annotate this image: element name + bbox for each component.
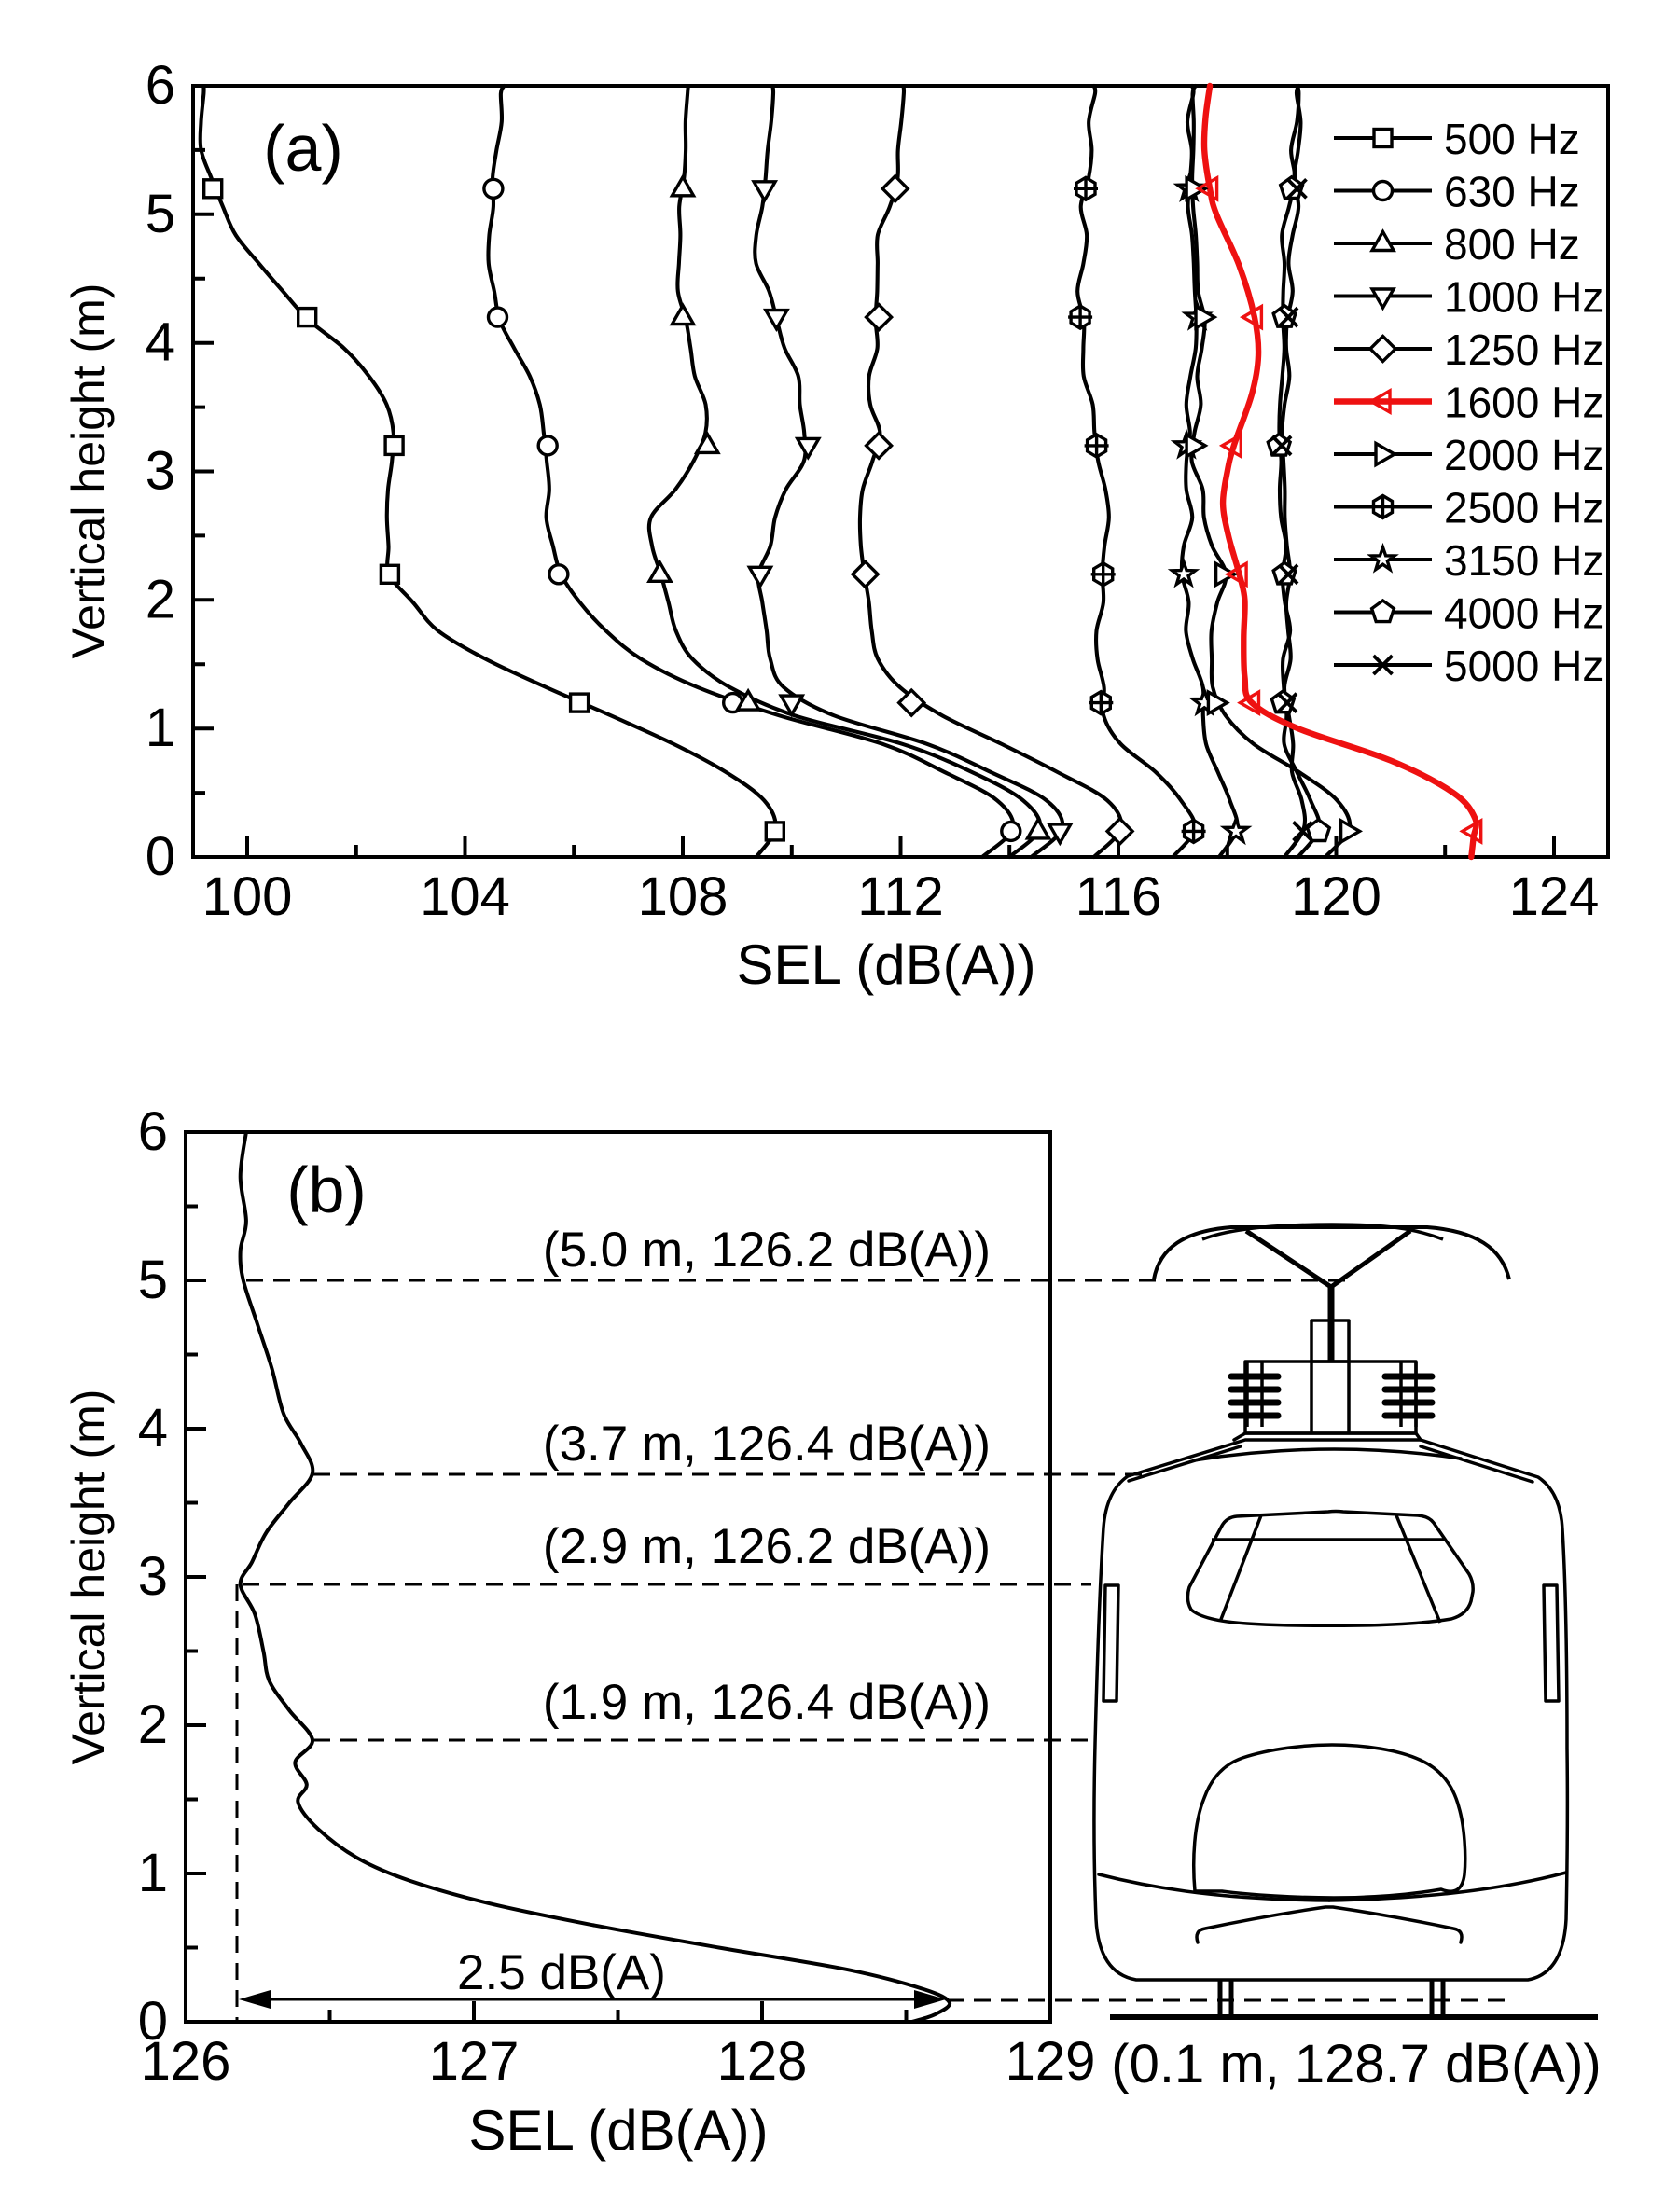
svg-text:2.5 dB(A): 2.5 dB(A) — [457, 1945, 666, 2000]
svg-text:2: 2 — [138, 1694, 168, 1755]
svg-text:120: 120 — [1291, 866, 1381, 927]
svg-text:129: 129 — [1006, 2031, 1096, 2092]
svg-text:5000 Hz: 5000 Hz — [1444, 642, 1603, 690]
svg-text:1250 Hz: 1250 Hz — [1444, 325, 1603, 374]
svg-text:(a): (a) — [263, 112, 343, 185]
svg-text:Vertical height (m): Vertical height (m) — [62, 1389, 115, 1765]
svg-text:1000 Hz: 1000 Hz — [1444, 273, 1603, 322]
svg-text:0: 0 — [146, 826, 175, 887]
svg-text:(1.9 m, 126.4 dB(A)): (1.9 m, 126.4 dB(A)) — [543, 1675, 991, 1730]
svg-text:1600 Hz: 1600 Hz — [1444, 379, 1603, 427]
svg-text:6: 6 — [146, 55, 175, 116]
svg-text:4000 Hz: 4000 Hz — [1444, 589, 1603, 638]
svg-text:Vertical height (m): Vertical height (m) — [62, 283, 115, 659]
svg-text:112: 112 — [857, 866, 943, 927]
svg-text:4: 4 — [146, 312, 175, 373]
svg-text:4: 4 — [138, 1398, 168, 1459]
svg-text:6: 6 — [138, 1101, 168, 1162]
svg-text:(b): (b) — [286, 1154, 367, 1226]
svg-text:104: 104 — [420, 866, 510, 927]
svg-text:500 Hz: 500 Hz — [1444, 115, 1580, 163]
svg-text:1: 1 — [138, 1843, 168, 1903]
svg-text:630 Hz: 630 Hz — [1444, 168, 1580, 216]
svg-text:3150 Hz: 3150 Hz — [1444, 536, 1603, 585]
svg-text:0: 0 — [138, 1991, 168, 2052]
svg-text:(2.9 m, 126.2 dB(A)): (2.9 m, 126.2 dB(A)) — [543, 1519, 991, 1574]
svg-text:124: 124 — [1509, 866, 1600, 927]
svg-text:127: 127 — [429, 2031, 520, 2092]
svg-text:108: 108 — [638, 866, 728, 927]
svg-text:128: 128 — [717, 2031, 808, 2092]
svg-text:800 Hz: 800 Hz — [1444, 220, 1580, 269]
svg-text:SEL (dB(A)): SEL (dB(A)) — [468, 2099, 768, 2162]
svg-text:1: 1 — [146, 698, 175, 758]
svg-text:3: 3 — [138, 1546, 168, 1607]
svg-text:5: 5 — [146, 184, 175, 244]
svg-text:(3.7 m, 126.4 dB(A)): (3.7 m, 126.4 dB(A)) — [543, 1417, 991, 1472]
svg-text:116: 116 — [1075, 866, 1161, 927]
svg-text:2000 Hz: 2000 Hz — [1444, 431, 1603, 479]
svg-text:(0.1 m, 128.7 dB(A)): (0.1 m, 128.7 dB(A)) — [1111, 2034, 1601, 2094]
svg-text:5: 5 — [138, 1250, 168, 1310]
svg-text:SEL (dB(A)): SEL (dB(A)) — [736, 933, 1035, 996]
svg-text:3: 3 — [146, 441, 175, 502]
svg-text:2: 2 — [146, 569, 175, 629]
svg-text:(5.0 m, 126.2 dB(A)): (5.0 m, 126.2 dB(A)) — [543, 1223, 991, 1278]
svg-text:100: 100 — [202, 866, 293, 927]
svg-text:2500 Hz: 2500 Hz — [1444, 484, 1603, 532]
svg-text:126: 126 — [141, 2031, 231, 2092]
